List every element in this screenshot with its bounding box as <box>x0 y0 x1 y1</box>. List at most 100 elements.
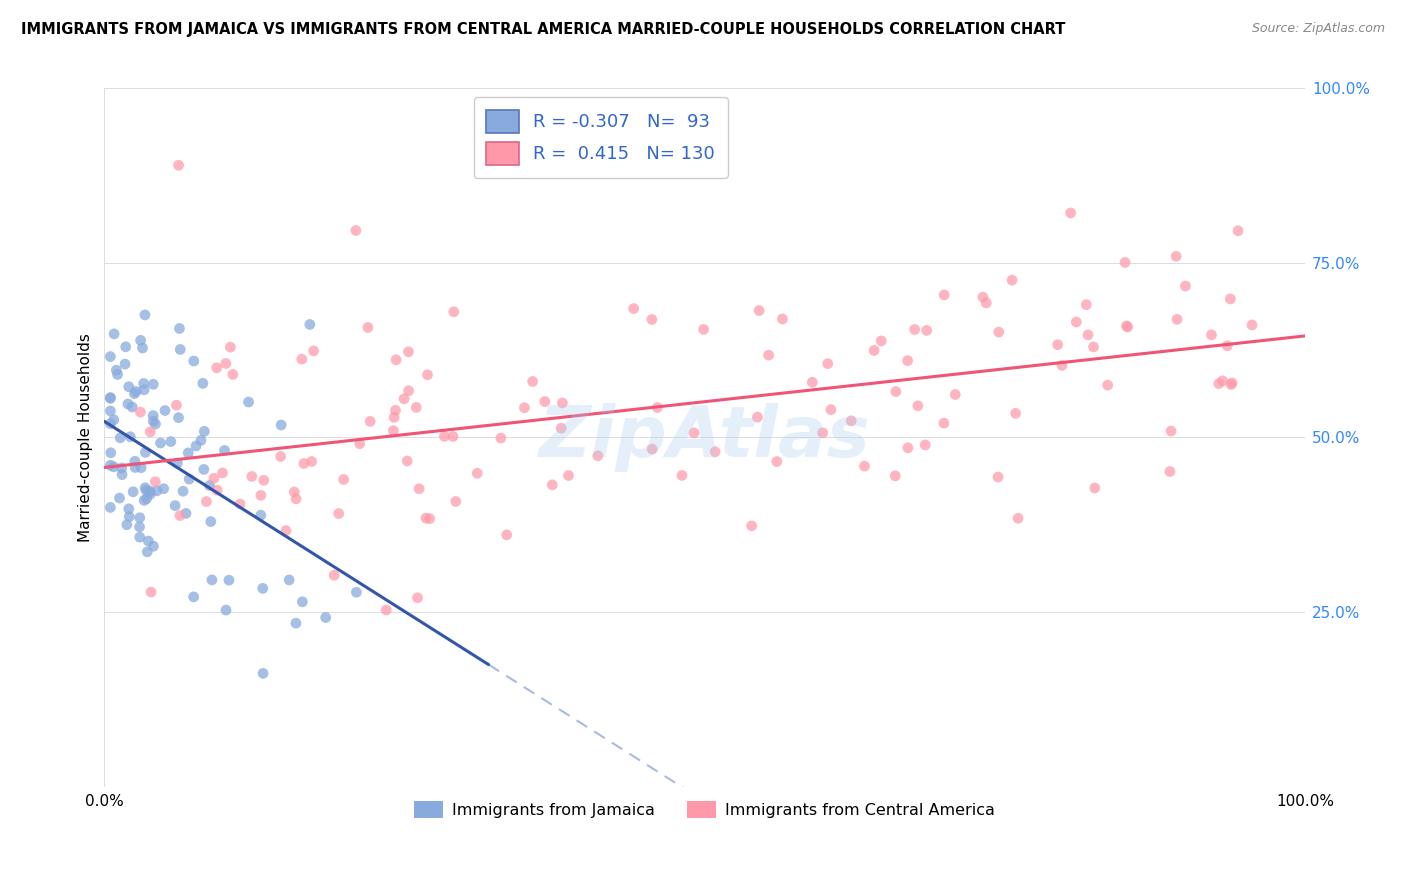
Point <box>117 397 139 411</box>
Point <box>465 467 488 481</box>
Point <box>124 460 146 475</box>
Point <box>134 308 156 322</box>
Point <box>100 392 122 406</box>
Point <box>1077 327 1099 342</box>
Point <box>291 352 314 367</box>
Point <box>683 425 706 440</box>
Legend: Immigrants from Jamaica, Immigrants from Central America: Immigrants from Jamaica, Immigrants from… <box>408 795 1001 824</box>
Point <box>198 478 221 492</box>
Point <box>384 403 406 417</box>
Point <box>114 357 136 371</box>
Point <box>250 488 273 502</box>
Point <box>301 454 323 468</box>
Point <box>200 515 222 529</box>
Point <box>284 616 307 631</box>
Point <box>914 438 936 452</box>
Point <box>229 497 252 511</box>
Point <box>522 375 544 389</box>
Point <box>406 591 429 605</box>
Point <box>357 320 380 334</box>
Point <box>135 491 157 506</box>
Point <box>884 384 907 399</box>
Point <box>252 666 274 681</box>
Point <box>1076 298 1098 312</box>
Point <box>747 410 769 425</box>
Point <box>222 368 245 382</box>
Point <box>704 444 727 458</box>
Point <box>105 363 128 377</box>
Point <box>124 454 146 468</box>
Point <box>139 585 162 599</box>
Point <box>408 482 430 496</box>
Point <box>647 401 669 415</box>
Point <box>270 450 292 464</box>
Point <box>441 429 464 443</box>
Point <box>1160 424 1182 438</box>
Point <box>201 573 224 587</box>
Point <box>1115 318 1137 333</box>
Point <box>108 491 131 505</box>
Point <box>139 487 162 501</box>
Point <box>132 493 155 508</box>
Point <box>238 395 260 409</box>
Point <box>820 402 842 417</box>
Point <box>987 470 1010 484</box>
Point <box>215 356 238 370</box>
Point <box>100 500 122 515</box>
Point <box>136 534 159 549</box>
Point <box>1201 327 1223 342</box>
Point <box>770 312 793 326</box>
Point <box>114 340 136 354</box>
Point <box>315 610 337 624</box>
Point <box>641 312 664 326</box>
Point <box>433 429 456 443</box>
Point <box>249 508 271 523</box>
Point <box>1227 224 1250 238</box>
Point <box>103 326 125 341</box>
Point <box>533 394 555 409</box>
Point <box>103 413 125 427</box>
Point <box>135 483 157 498</box>
Point <box>1116 320 1139 334</box>
Point <box>202 471 225 485</box>
Point <box>169 343 191 357</box>
Point <box>758 348 780 362</box>
Point <box>118 501 141 516</box>
Point <box>134 445 156 459</box>
Point <box>172 484 194 499</box>
Point <box>495 528 517 542</box>
Point <box>302 343 325 358</box>
Point <box>129 405 152 419</box>
Point <box>1046 337 1069 351</box>
Point <box>111 461 134 475</box>
Point <box>1216 339 1239 353</box>
Y-axis label: Married-couple Households: Married-couple Households <box>79 333 93 541</box>
Point <box>396 454 419 468</box>
Point <box>136 545 159 559</box>
Point <box>291 595 314 609</box>
Point <box>489 431 512 445</box>
Point <box>129 460 152 475</box>
Point <box>292 457 315 471</box>
Point <box>179 472 201 486</box>
Point <box>1004 406 1026 420</box>
Point <box>741 519 763 533</box>
Point <box>839 414 862 428</box>
Point <box>298 318 321 332</box>
Point <box>132 376 155 391</box>
Point <box>166 456 188 470</box>
Point <box>1066 315 1088 329</box>
Point <box>142 377 165 392</box>
Point <box>100 417 122 431</box>
Point <box>972 290 994 304</box>
Point <box>907 399 929 413</box>
Point <box>142 409 165 423</box>
Point <box>253 473 276 487</box>
Point <box>195 494 218 508</box>
Point <box>153 403 176 417</box>
Point <box>382 410 405 425</box>
Point <box>118 509 141 524</box>
Point <box>125 384 148 399</box>
Point <box>131 341 153 355</box>
Text: Source: ZipAtlas.com: Source: ZipAtlas.com <box>1251 22 1385 36</box>
